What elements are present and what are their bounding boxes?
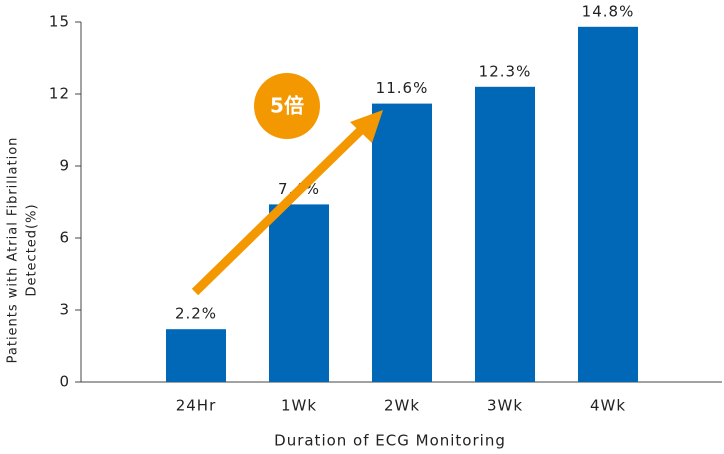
x-tick-label: 2Wk	[384, 397, 420, 415]
bar	[475, 86, 535, 383]
bar	[372, 103, 432, 382]
y-tick-label: 15	[49, 13, 70, 31]
data-label: 2.2%	[175, 305, 217, 323]
data-label: 12.3%	[479, 62, 532, 80]
y-axis-label: Patients with Atrial Fibrillation	[6, 137, 21, 364]
data-label: 14.8%	[582, 2, 635, 20]
x-tick-label: 4Wk	[590, 397, 626, 415]
x-tick-label: 3Wk	[487, 397, 523, 415]
badge	[254, 73, 320, 139]
arrow-shaft	[191, 123, 368, 296]
annotation: 5倍	[270, 94, 304, 118]
arrow-head	[350, 110, 383, 143]
x-tick-label: 1Wk	[281, 397, 317, 415]
y-axis-label: Detected(%)	[25, 203, 40, 296]
y-tick-label: 3	[59, 301, 70, 319]
y-tick-label: 12	[49, 85, 70, 103]
bar	[269, 204, 329, 382]
bar	[166, 329, 226, 382]
bar	[578, 26, 638, 383]
x-axis-label: Duration of ECG Monitoring	[274, 432, 506, 450]
data-label: 11.6%	[376, 79, 429, 97]
x-tick-label: 24Hr	[176, 397, 217, 415]
y-tick-label: 0	[59, 373, 70, 391]
y-tick-label: 9	[59, 157, 70, 175]
y-tick-label: 6	[59, 229, 70, 247]
